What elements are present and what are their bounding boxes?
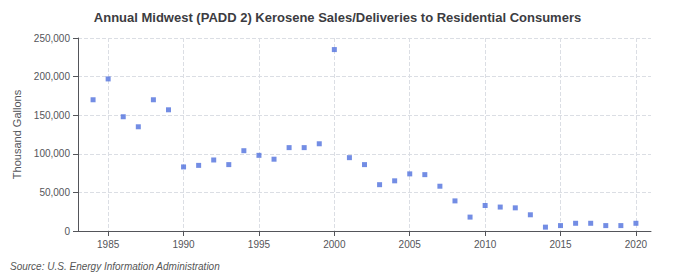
svg-text:0: 0 [64, 226, 70, 237]
svg-text:100,000: 100,000 [34, 148, 71, 159]
svg-text:150,000: 150,000 [34, 110, 71, 121]
svg-text:1985: 1985 [97, 239, 120, 250]
svg-text:200,000: 200,000 [34, 71, 71, 82]
svg-text:2000: 2000 [323, 239, 346, 250]
svg-text:2010: 2010 [474, 239, 497, 250]
svg-text:1995: 1995 [248, 239, 271, 250]
svg-text:Source: U.S. Energy Informatio: Source: U.S. Energy Information Administ… [10, 261, 220, 272]
svg-text:250,000: 250,000 [34, 33, 71, 44]
svg-text:2020: 2020 [625, 239, 648, 250]
svg-text:Thousand Gallons: Thousand Gallons [11, 89, 23, 179]
svg-text:2005: 2005 [399, 239, 422, 250]
svg-text:2015: 2015 [549, 239, 572, 250]
svg-text:1990: 1990 [172, 239, 195, 250]
svg-text:Annual Midwest (PADD 2) Kerose: Annual Midwest (PADD 2) Kerosene Sales/D… [94, 10, 581, 25]
svg-text:50,000: 50,000 [39, 187, 70, 198]
